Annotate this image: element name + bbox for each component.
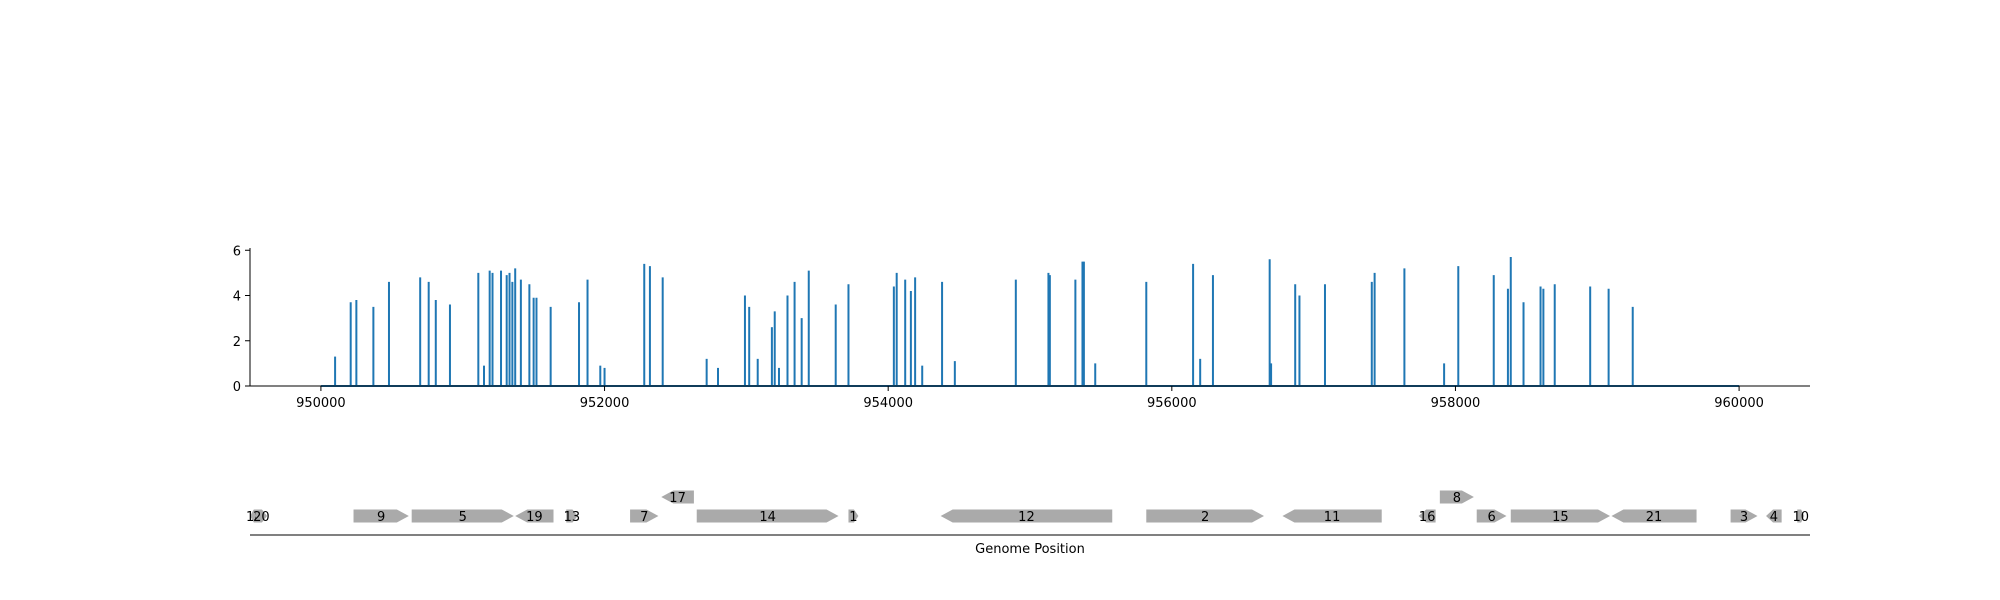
gene-label-19: 19: [526, 510, 543, 525]
x-tick-label-4: 958000: [1431, 396, 1481, 411]
gene-arrow-6: [1476, 509, 1507, 523]
gene-label-5: 5: [459, 510, 467, 525]
gene-label-20: 20: [253, 510, 270, 525]
gene-arrow-16: [1418, 509, 1436, 523]
gene-label-9: 9: [377, 510, 385, 525]
gene-arrow-3: [1730, 509, 1758, 523]
gene-arrow-9: [353, 509, 409, 523]
x-tick-label-3: 956000: [1147, 396, 1197, 411]
gene-arrow-21: [1611, 509, 1697, 523]
gene-arrow-11: [1282, 509, 1382, 523]
gene-label-4: 4: [1770, 510, 1778, 525]
gene-label-15: 15: [1552, 510, 1569, 525]
gene-arrow-7: [630, 509, 659, 523]
gene-label-11: 11: [1324, 510, 1341, 525]
gene-arrow-4: [1766, 509, 1782, 523]
y-tick-label-0: 0: [233, 380, 241, 395]
gene-arrow-8: [1439, 490, 1474, 504]
gene-label-6: 6: [1487, 510, 1495, 525]
gene-label-3: 3: [1740, 510, 1748, 525]
gene-label-14: 14: [759, 510, 776, 525]
gene-arrow-14: [696, 509, 839, 523]
x-tick-label-0: 950000: [296, 396, 346, 411]
gene-label-13: 13: [564, 510, 581, 525]
x-axis-ticks: 950000 952000 954000 956000 958000 960000: [296, 386, 1764, 411]
gene-arrow-10: [1797, 509, 1805, 523]
gene-arrow-20: [255, 509, 268, 523]
y-tick-label-3: 6: [233, 244, 241, 259]
gene-arrow-19: [515, 509, 554, 523]
gene-label-8: 8: [1453, 491, 1461, 506]
gene-label-10: 10: [1793, 510, 1810, 525]
gene-label-12: 12: [1018, 510, 1035, 525]
gene-arrow-12: [940, 509, 1113, 523]
stem-series: [334, 257, 1634, 386]
gene-label-7: 7: [640, 510, 648, 525]
gene-label-2: 2: [1201, 510, 1209, 525]
x-tick-label-5: 960000: [1714, 396, 1764, 411]
gene-arrow-17: [661, 490, 694, 504]
gene-arrow-15: [1510, 509, 1611, 523]
x-tick-label-1: 952000: [580, 396, 630, 411]
gene-label-21: 21: [1646, 510, 1663, 525]
gene-arrow-5: [411, 509, 514, 523]
gene-label-16: 16: [1419, 510, 1436, 525]
gene-arrow-1: [848, 509, 859, 523]
y-tick-label-1: 2: [233, 335, 241, 350]
gene-label-17: 17: [669, 491, 686, 506]
y-tick-label-2: 4: [233, 290, 241, 305]
stem-plot: 950000 952000 954000 956000 958000 960000 0 2 4…: [233, 244, 1810, 411]
gene-arrow-2: [1146, 509, 1264, 523]
y-axis-ticks: 0 2 4 6: [233, 244, 250, 395]
gene-label-1: 1: [849, 510, 857, 525]
gene-track-x-axis-label: Genome Position: [975, 542, 1085, 557]
gene-arrow-13: [566, 509, 578, 523]
x-tick-label-2: 954000: [863, 396, 913, 411]
